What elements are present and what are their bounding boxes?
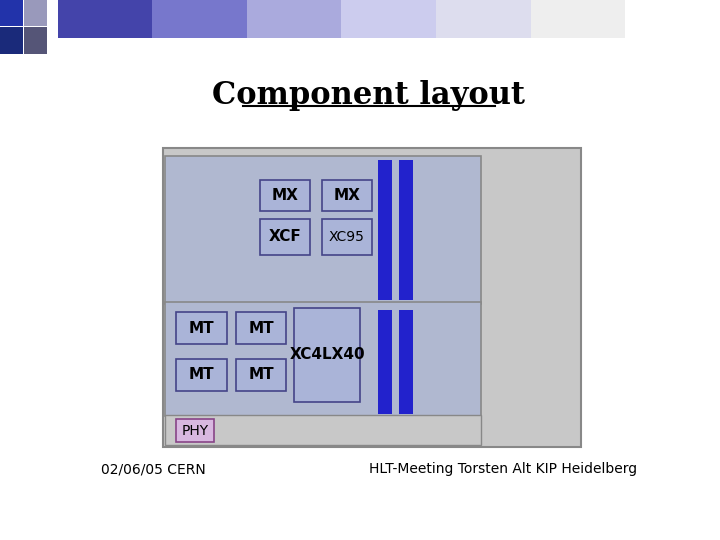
Text: MT: MT [189, 321, 215, 335]
Bar [322, 219, 372, 255]
Bar [399, 160, 413, 300]
Bar [166, 415, 481, 445]
Text: MX: MX [272, 188, 299, 203]
Bar [0, 27, 23, 54]
Text: XCF: XCF [269, 230, 302, 245]
Bar [322, 180, 372, 211]
Bar [24, 27, 48, 54]
Bar [294, 308, 360, 402]
Bar [260, 180, 310, 211]
Bar [260, 219, 310, 255]
Bar [341, 0, 436, 38]
Bar [176, 420, 215, 442]
Bar [236, 359, 287, 391]
Bar [378, 160, 392, 300]
Text: XC95: XC95 [329, 230, 364, 244]
Bar [378, 310, 392, 414]
Bar [152, 0, 247, 38]
Bar [176, 312, 227, 344]
Bar [626, 0, 720, 38]
Bar [399, 310, 413, 414]
Text: MX: MX [333, 188, 360, 203]
Text: MT: MT [189, 368, 215, 382]
Bar [0, 0, 23, 26]
Text: PHY: PHY [182, 424, 209, 438]
Text: 02/06/05 CERN: 02/06/05 CERN [101, 462, 206, 476]
Text: HLT-Meeting Torsten Alt KIP Heidelberg: HLT-Meeting Torsten Alt KIP Heidelberg [369, 462, 637, 476]
Bar [531, 0, 626, 38]
Bar [58, 0, 152, 38]
Bar [176, 359, 227, 391]
Bar [247, 0, 341, 38]
Text: MT: MT [248, 368, 274, 382]
Bar [166, 156, 481, 304]
Bar [236, 312, 287, 344]
Bar [166, 302, 481, 416]
Text: XC4LX40: XC4LX40 [289, 347, 365, 362]
Bar [24, 0, 48, 26]
Bar [163, 148, 581, 447]
Text: Component layout: Component layout [212, 80, 526, 111]
Bar [436, 0, 531, 38]
Text: MT: MT [248, 321, 274, 335]
